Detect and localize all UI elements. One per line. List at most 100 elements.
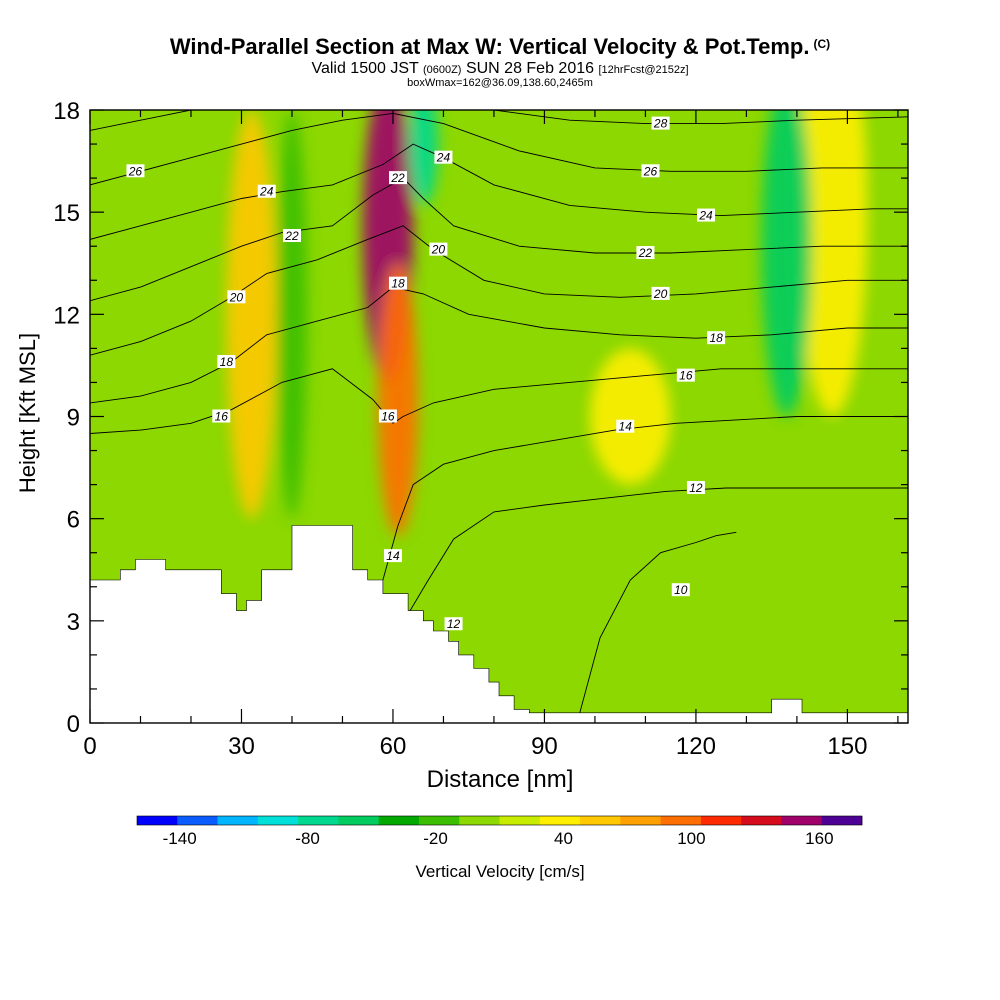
contour-label-bg xyxy=(434,150,453,164)
contour-label-16: 16 xyxy=(378,409,397,424)
copyright-mark: (C) xyxy=(813,37,831,51)
contour-label-bg xyxy=(212,409,231,423)
contour-label-text: 20 xyxy=(431,243,446,257)
contour-label-22: 22 xyxy=(282,229,301,243)
colorbar-swatch xyxy=(257,816,299,825)
velocity-cell xyxy=(796,110,868,417)
chart-title-text: Wind-Parallel Section at Max W: Vertical… xyxy=(169,34,810,59)
contour-label-text: 10 xyxy=(674,583,688,597)
x-axis-label: Distance [nm] xyxy=(426,766,574,793)
y-tick-label: 15 xyxy=(53,200,80,227)
y-axis-label: Height [Kft MSL] xyxy=(15,332,40,494)
contour-label-24: 24 xyxy=(697,208,716,223)
contour-label-text: 14 xyxy=(386,549,400,563)
field-features xyxy=(226,110,868,536)
theta-contour-20 xyxy=(90,225,908,356)
colorbar-tick-label: -20 xyxy=(423,829,448,848)
contour-label-bg xyxy=(707,331,726,345)
contour-label-bg xyxy=(378,409,397,423)
contour-label-text: 24 xyxy=(698,209,713,223)
contour-label-text: 18 xyxy=(391,277,405,291)
x-tick-label: 60 xyxy=(380,733,407,760)
contour-label-16: 16 xyxy=(212,409,231,424)
colorbar-swatch xyxy=(137,816,178,825)
contour-label-bg xyxy=(126,164,145,178)
contour-label-bg xyxy=(697,208,716,222)
contour-label-text: 20 xyxy=(653,287,668,301)
contour-label-text: 24 xyxy=(259,185,274,199)
contour-label-14: 14 xyxy=(383,549,402,563)
contour-label-16: 16 xyxy=(676,368,695,383)
contour-label-22: 22 xyxy=(636,246,655,260)
colorbar-tick-label: 100 xyxy=(677,829,705,848)
colorbar-swatch xyxy=(660,816,702,825)
contour-label-bg xyxy=(676,368,695,382)
contour-label-bg xyxy=(641,164,660,178)
contour-label-text: 22 xyxy=(638,246,653,260)
terrain-profile xyxy=(89,525,909,724)
contour-label-18: 18 xyxy=(707,331,726,345)
contour-label-text: 28 xyxy=(653,117,668,131)
x-tick-label: 30 xyxy=(228,733,255,760)
y-tick-label: 3 xyxy=(67,609,80,636)
valid-date-label: SUN 28 Feb 2016 xyxy=(465,60,595,77)
theta-contour-24 xyxy=(90,143,908,240)
colorbar-swatch xyxy=(418,816,460,825)
contour-labels: 28 26 26 24 24 24 22 22 22 20 20 20 18 18 18 16 16 16 14 14… xyxy=(126,116,726,631)
y-tick-label: 12 xyxy=(53,302,80,329)
velocity-cell xyxy=(377,263,419,536)
x-tick-label: 150 xyxy=(827,733,867,760)
contour-label-12: 12 xyxy=(444,617,463,631)
contour-label-text: 14 xyxy=(619,420,633,434)
contour-label-text: 12 xyxy=(447,617,461,631)
contour-label-bg xyxy=(227,290,246,304)
contour-label-28: 28 xyxy=(651,116,670,131)
contour-label-text: 20 xyxy=(229,290,244,304)
box-info-label: boxWmax=162@36.09,138.60,2465m xyxy=(407,77,593,89)
contour-label-text: 24 xyxy=(436,151,451,165)
colorbar-frame xyxy=(136,815,863,826)
x-tick-label: 0 xyxy=(83,733,96,760)
velocity-cell xyxy=(408,110,439,206)
colorbar-tick-label: -140 xyxy=(163,829,197,848)
contour-label-bg xyxy=(429,242,448,256)
theta-contour-22 xyxy=(90,177,908,302)
contour-label-20: 20 xyxy=(227,290,246,304)
contour-label-text: 18 xyxy=(220,355,234,369)
chart-subtitle: Valid 1500 JST (0600Z) SUN 28 Feb 2016 [… xyxy=(0,60,1000,78)
contour-label-text: 26 xyxy=(128,164,143,178)
contour-label-bg xyxy=(671,583,690,597)
velocity-cell xyxy=(226,110,277,519)
contour-label-text: 12 xyxy=(689,481,703,495)
contour-label-text: 18 xyxy=(709,331,723,345)
colorbar-swatch xyxy=(539,816,581,825)
contour-label-26: 26 xyxy=(641,164,660,178)
contour-label-10: 10 xyxy=(671,583,690,597)
colorbar-swatch xyxy=(821,816,863,825)
valid-time-label: Valid 1500 JST xyxy=(311,60,419,77)
contour-label-text: 22 xyxy=(390,171,405,185)
contour-label-bg xyxy=(651,116,670,130)
contour-label-20: 20 xyxy=(429,242,448,257)
theta-contour-26 xyxy=(90,112,908,186)
contour-label-text: 16 xyxy=(215,410,229,424)
y-tick-label: 9 xyxy=(67,405,80,432)
contour-label-bg xyxy=(616,419,635,433)
contour-label-14: 14 xyxy=(616,419,635,434)
contour-label-bg xyxy=(217,355,236,369)
contour-label-text: 26 xyxy=(643,164,658,178)
theta-contour-14 xyxy=(382,416,908,581)
contour-label-22: 22 xyxy=(389,171,408,185)
y-tick-label: 18 xyxy=(53,98,80,125)
contour-label-bg xyxy=(686,481,705,495)
velocity-cell xyxy=(761,110,813,417)
theta-contour-18 xyxy=(90,286,908,404)
contour-label-26: 26 xyxy=(126,164,145,178)
x-axis: 0 30 60 90 120 150 xyxy=(83,110,899,760)
contour-label-text: 16 xyxy=(381,410,395,424)
contour-label-bg xyxy=(257,184,276,198)
contour-label-20: 20 xyxy=(651,286,670,301)
colorbar-tick-label: 40 xyxy=(554,829,573,848)
contour-label-bg xyxy=(282,229,301,243)
